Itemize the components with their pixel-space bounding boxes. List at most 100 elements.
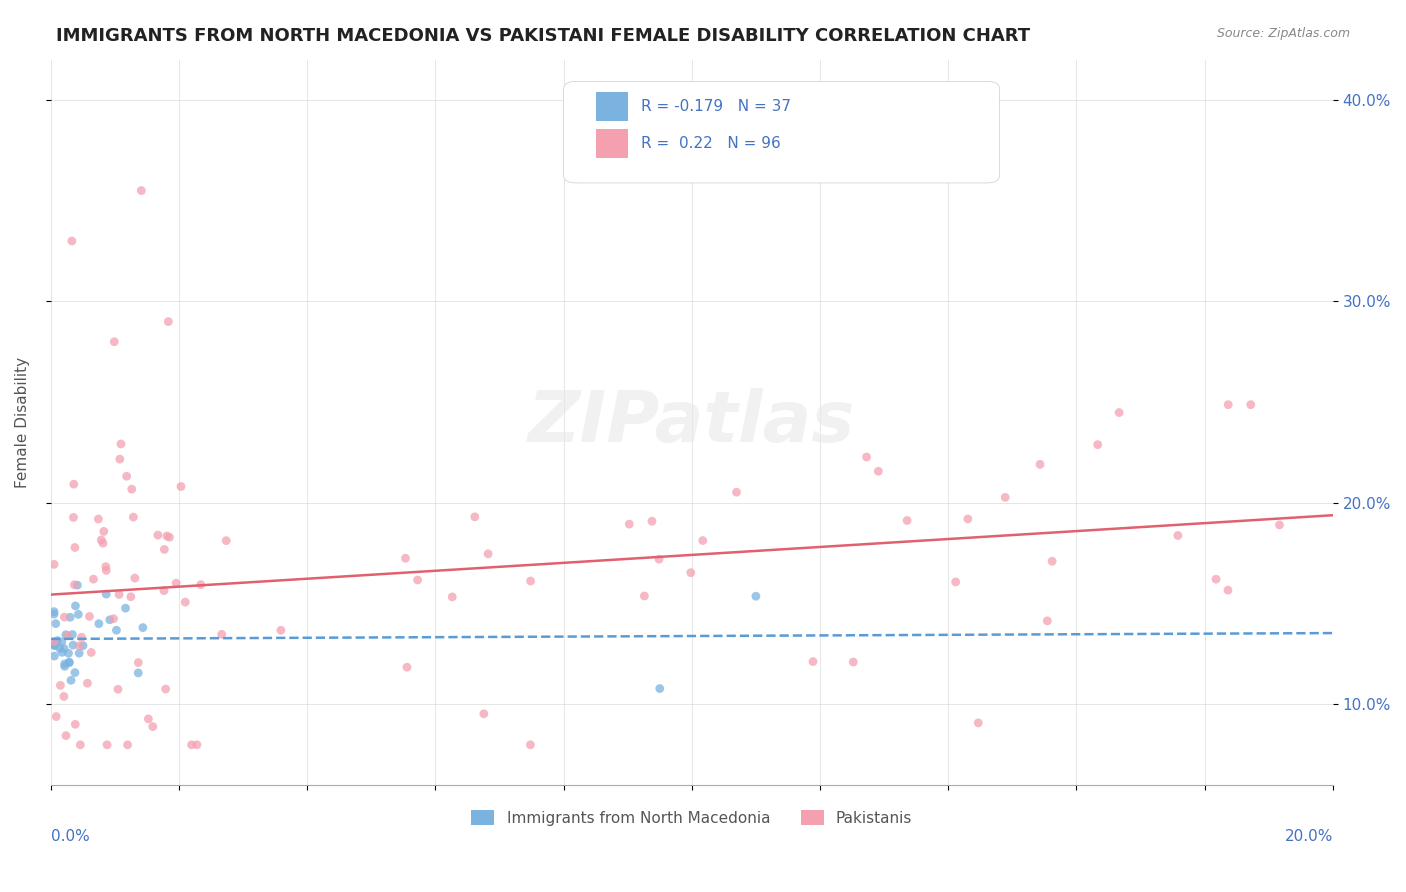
- Point: [45, 709, 67, 723]
- Point: [692, 533, 714, 548]
- Point: [120, 590, 142, 604]
- Point: [159, 530, 181, 544]
- Point: [153, 583, 176, 598]
- Point: [115, 469, 138, 483]
- Point: [121, 482, 143, 496]
- Point: [59, 610, 82, 624]
- Point: [190, 577, 212, 591]
- Point: [63, 578, 86, 592]
- Point: [1205, 572, 1227, 586]
- Point: [679, 566, 702, 580]
- Point: [186, 738, 208, 752]
- Point: [114, 601, 136, 615]
- Point: [66, 578, 89, 592]
- Point: [108, 452, 131, 467]
- Point: [53, 657, 76, 671]
- Point: [270, 624, 292, 638]
- Point: [967, 715, 990, 730]
- Point: [170, 479, 193, 493]
- Point: [60, 627, 83, 641]
- Point: [51, 645, 73, 659]
- Point: [108, 587, 131, 601]
- Point: [53, 610, 76, 624]
- Point: [519, 738, 541, 752]
- FancyBboxPatch shape: [564, 81, 1000, 183]
- Point: [395, 660, 418, 674]
- Point: [464, 509, 486, 524]
- Point: [91, 536, 114, 550]
- Point: [42, 634, 65, 648]
- Point: [93, 524, 115, 539]
- Point: [82, 572, 104, 586]
- Point: [62, 638, 84, 652]
- Point: [53, 659, 76, 673]
- Point: [105, 624, 128, 638]
- Point: [441, 590, 464, 604]
- Point: [394, 551, 416, 566]
- Legend: Immigrants from North Macedonia, Pakistanis: Immigrants from North Macedonia, Pakista…: [465, 804, 918, 832]
- Point: [745, 589, 768, 603]
- Point: [60, 234, 83, 248]
- Point: [87, 512, 110, 526]
- Point: [648, 552, 671, 566]
- Point: [67, 639, 90, 653]
- Point: [90, 533, 112, 547]
- Point: [110, 437, 132, 451]
- Point: [155, 681, 177, 696]
- Point: [725, 485, 748, 500]
- Text: Source: ZipAtlas.com: Source: ZipAtlas.com: [1216, 27, 1350, 40]
- Point: [132, 621, 155, 635]
- Point: [1216, 583, 1239, 598]
- Point: [44, 649, 66, 664]
- Point: [70, 630, 93, 644]
- Point: [994, 491, 1017, 505]
- Point: [619, 517, 641, 532]
- Point: [42, 607, 65, 621]
- Text: ZIPatlas: ZIPatlas: [529, 388, 855, 457]
- Point: [80, 645, 103, 659]
- Point: [46, 633, 69, 648]
- Point: [842, 655, 865, 669]
- Point: [65, 717, 87, 731]
- Point: [72, 639, 94, 653]
- Point: [633, 589, 655, 603]
- FancyBboxPatch shape: [596, 128, 627, 158]
- Point: [131, 184, 153, 198]
- Point: [477, 547, 499, 561]
- Point: [896, 514, 918, 528]
- Point: [956, 512, 979, 526]
- Point: [94, 559, 117, 574]
- Point: [51, 635, 73, 649]
- Point: [76, 676, 98, 690]
- Point: [157, 315, 180, 329]
- Point: [945, 574, 967, 589]
- Point: [138, 712, 160, 726]
- Point: [519, 574, 541, 588]
- Point: [44, 639, 66, 653]
- Point: [1036, 614, 1059, 628]
- Point: [62, 510, 84, 524]
- Point: [103, 612, 125, 626]
- Point: [63, 541, 86, 555]
- Point: [49, 641, 72, 656]
- Point: [98, 613, 121, 627]
- Point: [56, 628, 79, 642]
- Point: [124, 571, 146, 585]
- Y-axis label: Female Disability: Female Disability: [15, 357, 30, 488]
- Point: [180, 738, 202, 752]
- Point: [174, 595, 197, 609]
- Point: [96, 564, 118, 578]
- Point: [107, 682, 129, 697]
- Point: [801, 655, 824, 669]
- Point: [96, 587, 118, 601]
- Point: [1029, 458, 1052, 472]
- Text: 20.0%: 20.0%: [1285, 829, 1333, 844]
- Point: [1268, 517, 1291, 532]
- Point: [62, 477, 84, 491]
- Point: [42, 638, 65, 652]
- Text: IMMIGRANTS FROM NORTH MACEDONIA VS PAKISTANI FEMALE DISABILITY CORRELATION CHART: IMMIGRANTS FROM NORTH MACEDONIA VS PAKIS…: [56, 27, 1031, 45]
- Point: [406, 573, 429, 587]
- Point: [49, 678, 72, 692]
- Point: [45, 616, 67, 631]
- Point: [52, 690, 75, 704]
